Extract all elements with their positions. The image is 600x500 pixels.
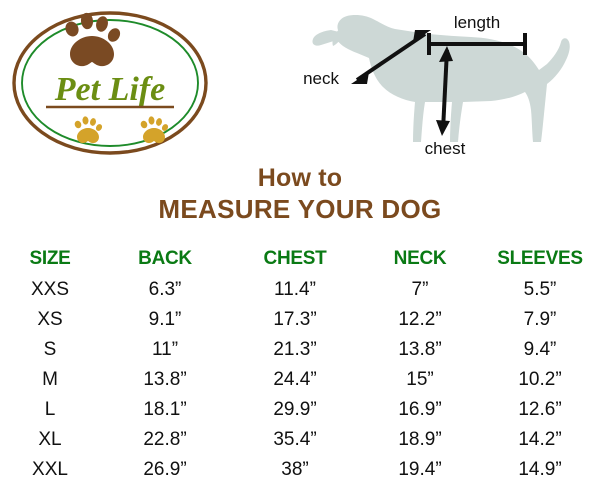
cell-chest: 24.4”	[273, 369, 317, 390]
table-row: XXS 6.3” 11.4” 7” 5.5”	[0, 275, 600, 305]
column-header-neck: NECK	[393, 248, 447, 269]
cell-sleeves: 7.9”	[523, 309, 557, 330]
neck-label: neck	[303, 69, 339, 88]
column-header-size: SIZE	[29, 248, 71, 269]
column-header-sleeves: SLEEVES	[497, 248, 583, 269]
cell-sleeves: 14.2”	[518, 429, 562, 450]
cell-back: 22.8”	[143, 429, 187, 450]
cell-size: XL	[38, 429, 62, 450]
logo-inner-ring	[21, 19, 199, 147]
cell-neck: 19.4”	[398, 459, 442, 480]
cell-chest: 29.9”	[273, 399, 317, 420]
column-header-back: BACK	[138, 248, 192, 269]
paw-print-icon	[74, 116, 103, 144]
cell-chest: 11.4”	[274, 279, 316, 300]
table-row: L 18.1” 29.9” 16.9” 12.6”	[0, 395, 600, 425]
chest-label: chest	[425, 139, 466, 158]
title-line-one: How to	[257, 164, 343, 192]
cell-sleeves: 10.2”	[518, 369, 562, 390]
table-row: XL 22.8” 35.4” 18.9” 14.2”	[0, 425, 600, 455]
chest-arrowhead-bottom	[436, 120, 450, 136]
cell-chest: 17.3”	[273, 309, 317, 330]
table-row: XS 9.1” 17.3” 12.2” 7.9”	[0, 305, 600, 335]
title-line-two: MEASURE YOUR DOG	[158, 194, 442, 224]
header-graphics: Pet Life	[0, 0, 600, 240]
dog-measurement-diagram: neck length chest	[295, 2, 595, 162]
cell-size: M	[42, 369, 58, 390]
cell-neck: 16.9”	[398, 399, 442, 420]
dog-ear-shape	[332, 28, 345, 46]
table-row: S 11” 21.3” 13.8” 9.4”	[0, 335, 600, 365]
cell-back: 13.8”	[143, 369, 187, 390]
cell-back: 26.9”	[143, 459, 187, 480]
column-header-chest: CHEST	[263, 248, 327, 269]
neck-measure-arrow	[355, 32, 427, 82]
cell-chest: 35.4”	[273, 429, 317, 450]
neck-arrowhead-upper	[413, 30, 431, 42]
logo-brand-text: Pet Life	[54, 71, 165, 108]
cell-size: XS	[37, 309, 63, 330]
cell-chest: 21.3”	[273, 339, 317, 360]
cell-neck: 13.8”	[398, 339, 442, 360]
cell-neck: 18.9”	[398, 429, 442, 450]
cell-sleeves: 5.5”	[523, 279, 557, 300]
cell-neck: 15”	[406, 369, 434, 390]
cell-size: XXL	[32, 459, 68, 480]
length-measure-bar	[427, 33, 527, 55]
cell-back: 6.3”	[148, 279, 182, 300]
cell-size: XXS	[30, 279, 70, 300]
cell-size: L	[44, 399, 56, 420]
chest-arrowhead-top	[439, 46, 453, 62]
neck-arrowhead-lower	[351, 72, 369, 84]
paw-print-icon	[65, 12, 121, 67]
cell-sleeves: 9.4”	[523, 339, 557, 360]
cell-back: 9.1”	[148, 309, 182, 330]
chest-measure-arrow	[441, 49, 449, 131]
logo-outer-ring	[12, 11, 208, 155]
paw-print-icon	[140, 116, 169, 144]
cell-neck: 7”	[411, 279, 429, 300]
table-header-row: SIZE BACK CHEST NECK SLEEVES	[0, 243, 600, 275]
table-row: M 13.8” 24.4” 15” 10.2”	[0, 365, 600, 395]
brand-logo: Pet Life	[8, 8, 213, 158]
cell-neck: 12.2”	[398, 309, 442, 330]
cell-sleeves: 12.6”	[518, 399, 562, 420]
cell-chest: 38”	[281, 459, 309, 480]
cell-back: 18.1”	[143, 399, 187, 420]
length-label: length	[454, 13, 500, 32]
page-title: How to MEASURE YOUR DOG	[0, 163, 600, 225]
cell-sleeves: 14.9”	[518, 459, 562, 480]
table-row: XXL 26.9” 38” 19.4” 14.9”	[0, 455, 600, 485]
cell-size: S	[43, 339, 57, 360]
dog-silhouette-icon	[312, 15, 570, 142]
size-chart-table: SIZE BACK CHEST NECK SLEEVES XXS 6.3” 11…	[0, 243, 600, 485]
cell-back: 11”	[151, 339, 179, 360]
